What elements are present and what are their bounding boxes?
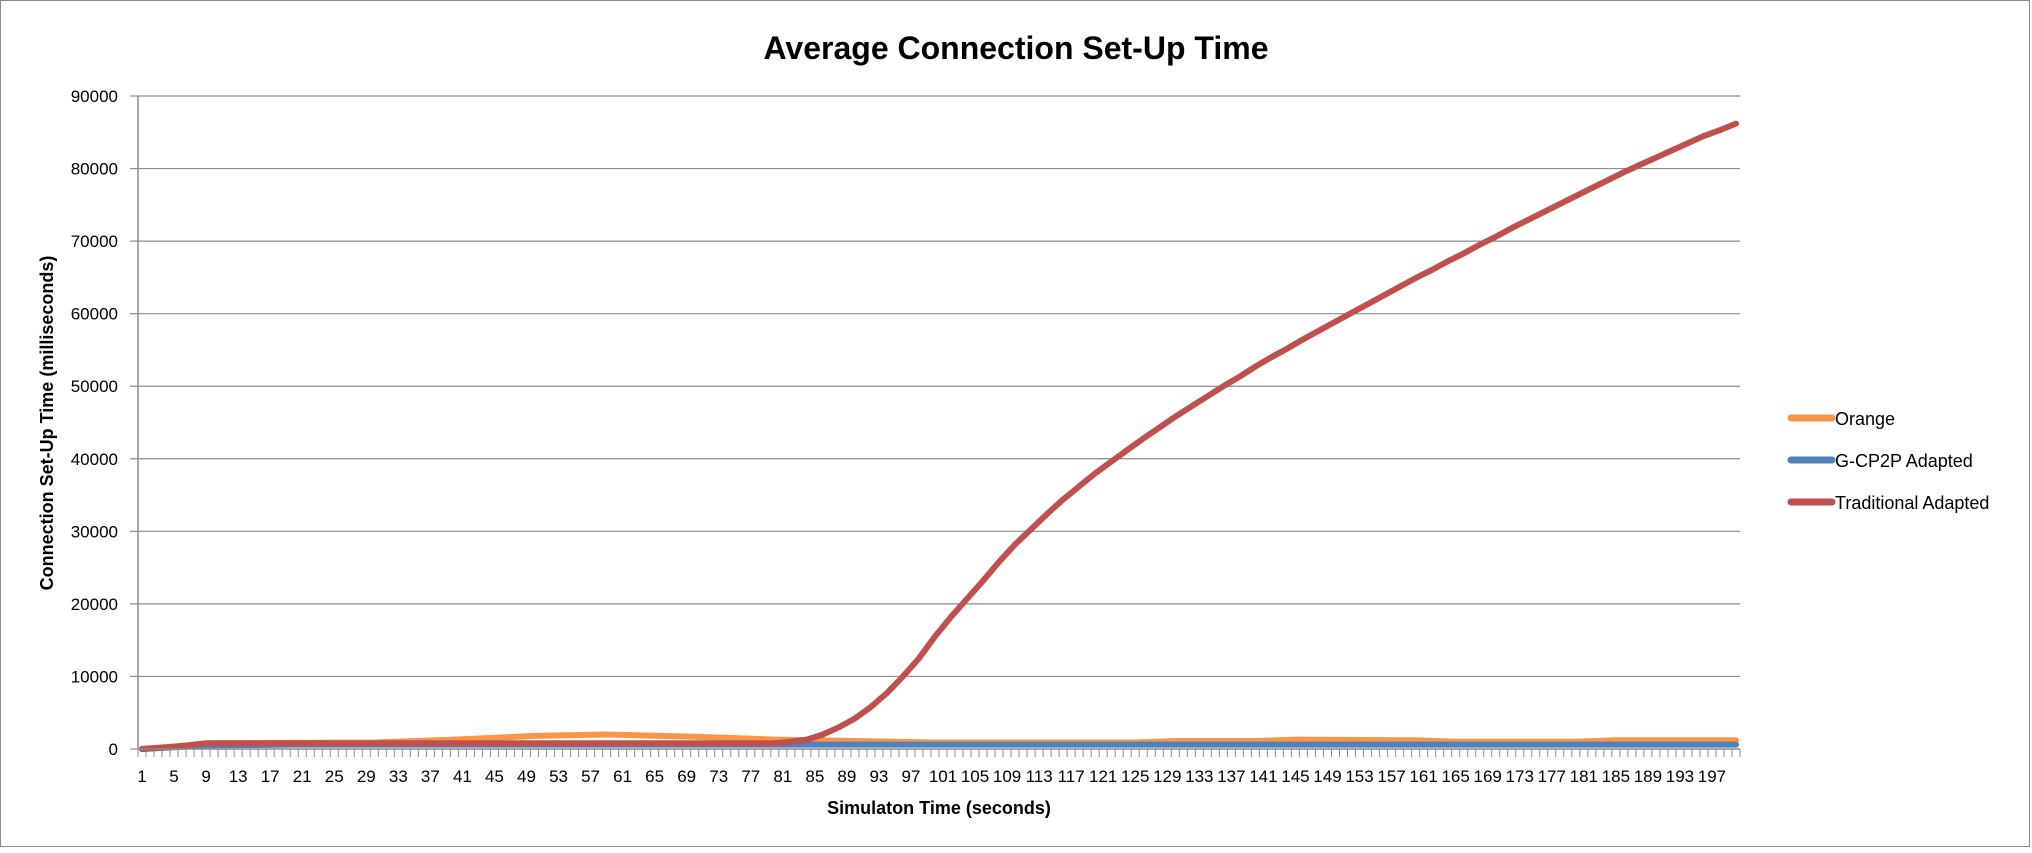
x-tick-label: 109 bbox=[993, 767, 1021, 786]
x-tick-label: 185 bbox=[1602, 767, 1630, 786]
x-tick-label: 189 bbox=[1634, 767, 1662, 786]
x-tick-label: 141 bbox=[1249, 767, 1277, 786]
x-tick-label: 25 bbox=[325, 767, 344, 786]
x-tick-label: 193 bbox=[1666, 767, 1694, 786]
x-tick-label: 113 bbox=[1026, 767, 1053, 786]
y-tick-label: 60000 bbox=[71, 305, 118, 324]
chart-title: Average Connection Set-Up Time bbox=[764, 30, 1269, 66]
legend-label: Orange bbox=[1835, 409, 1895, 429]
x-tick-label: 45 bbox=[485, 767, 504, 786]
x-tick-label: 101 bbox=[929, 767, 957, 786]
x-tick-label: 173 bbox=[1506, 767, 1534, 786]
x-tick-label: 169 bbox=[1473, 767, 1501, 786]
x-tick-label: 65 bbox=[645, 767, 664, 786]
x-tick-label: 105 bbox=[961, 767, 989, 786]
y-tick-label: 70000 bbox=[71, 232, 118, 251]
y-tick-label: 0 bbox=[109, 740, 118, 759]
x-tick-label: 197 bbox=[1698, 767, 1726, 786]
x-axis-title: Simulaton Time (seconds) bbox=[827, 798, 1051, 818]
series-line-2 bbox=[139, 120, 1739, 752]
x-tick-label: 97 bbox=[902, 767, 921, 786]
x-tick-label: 177 bbox=[1538, 767, 1566, 786]
x-tick-label: 117 bbox=[1058, 767, 1085, 786]
x-tick-label: 181 bbox=[1570, 767, 1598, 786]
x-tick-label: 157 bbox=[1377, 767, 1405, 786]
x-tick-label: 69 bbox=[677, 767, 696, 786]
x-tick-label: 13 bbox=[229, 767, 248, 786]
x-tick-label: 29 bbox=[357, 767, 376, 786]
x-tick-label: 93 bbox=[869, 767, 888, 786]
x-tick-label: 85 bbox=[805, 767, 824, 786]
y-axis-ticks: 0 10000 20000 30000 40000 50000 60000 70000 8000… bbox=[71, 87, 138, 759]
x-tick-label: 17 bbox=[261, 767, 280, 786]
legend-label: Traditional Adapted bbox=[1835, 493, 1989, 513]
x-tick-label: 77 bbox=[741, 767, 760, 786]
series-lines bbox=[139, 120, 1739, 752]
y-tick-label: 10000 bbox=[71, 667, 118, 686]
x-tick-label: 129 bbox=[1153, 767, 1181, 786]
y-tick-label: 40000 bbox=[71, 450, 118, 469]
x-tick-label: 33 bbox=[389, 767, 408, 786]
x-tick-label: 149 bbox=[1313, 767, 1341, 786]
x-tick-label: 5 bbox=[169, 767, 178, 786]
x-tick-label: 121 bbox=[1089, 767, 1117, 786]
x-tick-label: 21 bbox=[293, 767, 312, 786]
y-tick-label: 20000 bbox=[71, 595, 118, 614]
y-tick-label: 90000 bbox=[71, 87, 118, 106]
x-tick-label: 37 bbox=[421, 767, 440, 786]
x-tick-label: 61 bbox=[613, 767, 632, 786]
y-axis-title: Connection Set-Up Time (milliseconds) bbox=[37, 256, 57, 591]
x-tick-label: 161 bbox=[1409, 767, 1437, 786]
x-tick-label: 137 bbox=[1217, 767, 1245, 786]
x-tick-label: 53 bbox=[549, 767, 568, 786]
x-tick-label: 133 bbox=[1185, 767, 1213, 786]
x-tick-label: 73 bbox=[709, 767, 728, 786]
x-tick-label: 125 bbox=[1121, 767, 1149, 786]
x-tick-label: 1 bbox=[137, 767, 146, 786]
x-axis-ticks: 1 5 9 13 17 21 25 29 33 37 41 45 49 53 57 61 65 69 73 77 81 8… bbox=[137, 749, 1741, 786]
x-tick-label: 145 bbox=[1281, 767, 1309, 786]
legend-label: G-CP2P Adapted bbox=[1835, 451, 1973, 471]
x-tick-label: 49 bbox=[517, 767, 536, 786]
y-tick-label: 80000 bbox=[71, 160, 118, 179]
x-tick-label: 9 bbox=[201, 767, 210, 786]
x-tick-label: 165 bbox=[1441, 767, 1469, 786]
gridlines bbox=[138, 95, 1740, 678]
x-tick-label: 41 bbox=[453, 767, 472, 786]
x-tick-label: 81 bbox=[773, 767, 792, 786]
y-tick-label: 30000 bbox=[71, 522, 118, 541]
legend: Orange G-CP2P Adapted Traditional Adapted bbox=[1787, 409, 1989, 513]
y-tick-label: 50000 bbox=[71, 377, 118, 396]
x-tick-label: 89 bbox=[837, 767, 856, 786]
x-tick-label: 57 bbox=[581, 767, 600, 786]
x-tick-label: 153 bbox=[1345, 767, 1373, 786]
